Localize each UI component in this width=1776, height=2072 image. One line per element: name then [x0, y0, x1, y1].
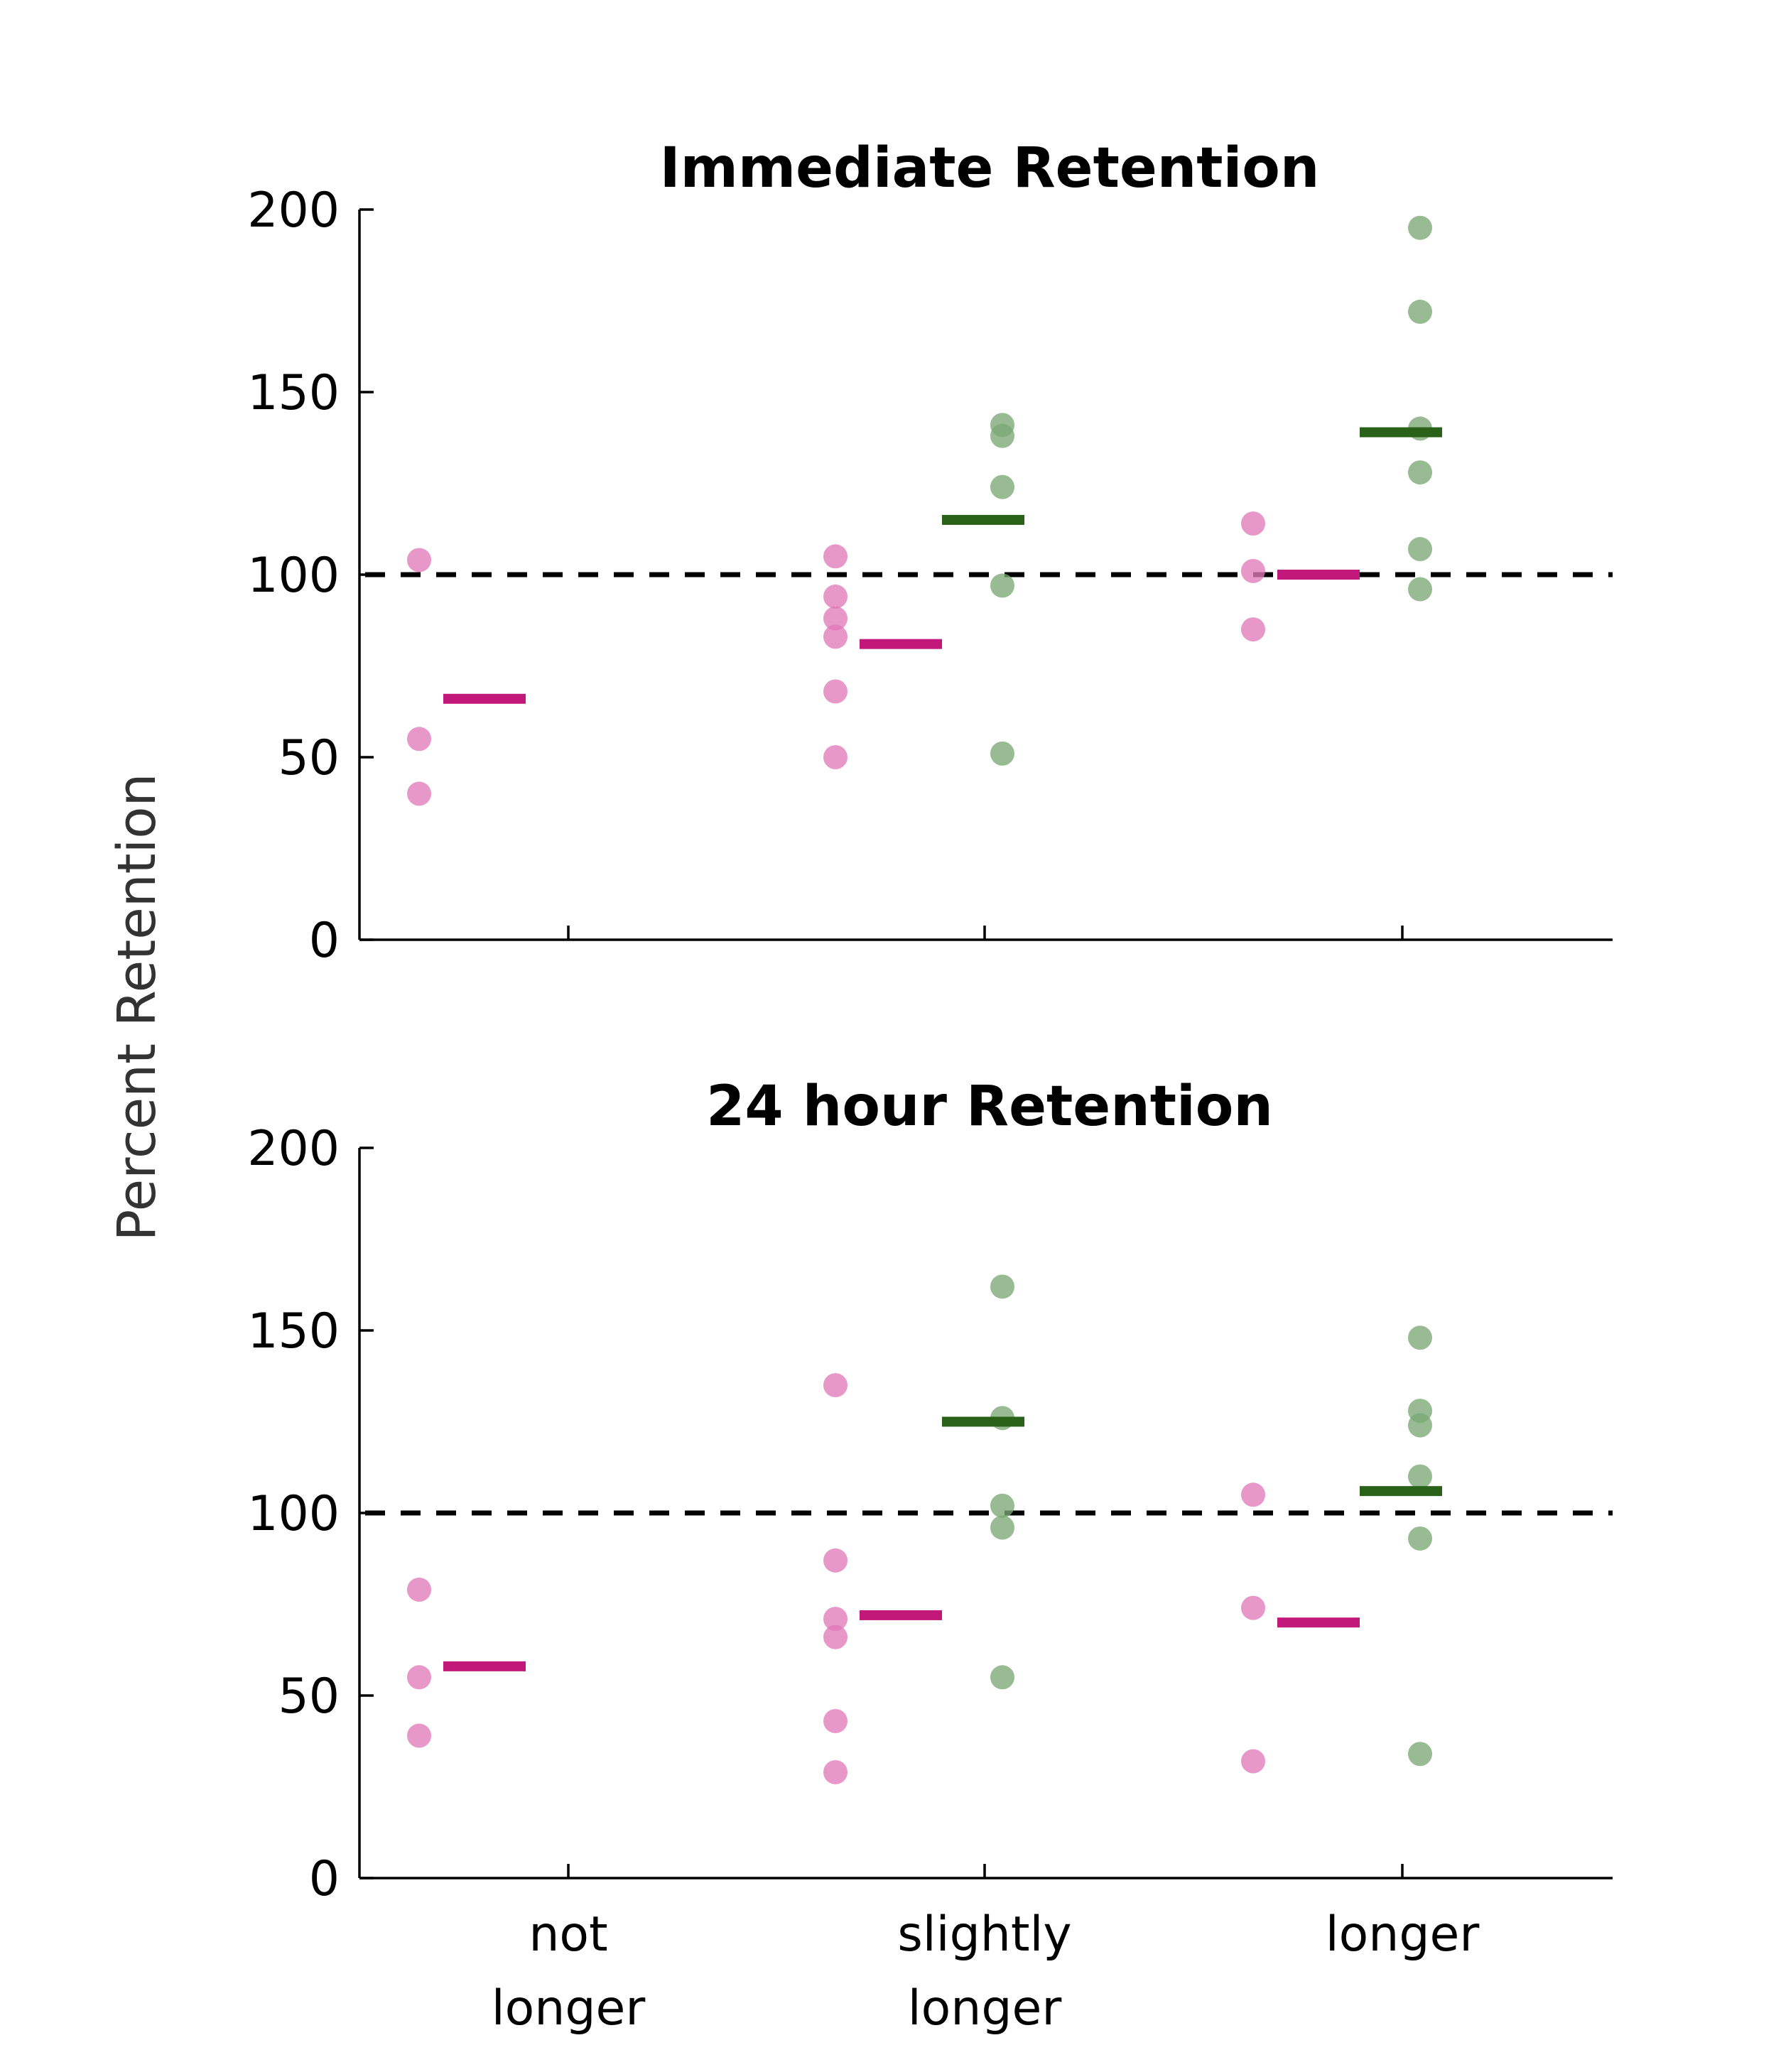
mean-bar — [860, 1610, 942, 1620]
y-tick-label: 150 — [247, 365, 340, 421]
data-point — [407, 1723, 431, 1748]
data-point — [1408, 537, 1432, 562]
mean-bar — [1360, 427, 1442, 438]
data-point — [407, 781, 431, 806]
y-tick-label: 100 — [247, 1486, 340, 1542]
data-point — [990, 1493, 1014, 1518]
y-tick-label: 0 — [309, 1851, 340, 1907]
mean-bar — [443, 693, 526, 704]
mean-bar — [443, 1661, 526, 1671]
data-point — [1241, 617, 1265, 642]
data-point — [990, 741, 1014, 766]
data-point — [823, 679, 848, 704]
y-tick-label: 100 — [247, 548, 340, 604]
x-category-label: not longer — [492, 1906, 646, 2036]
y-tick-label: 200 — [247, 183, 340, 239]
data-point — [823, 544, 848, 569]
data-point — [823, 1624, 848, 1649]
data-point — [823, 1373, 848, 1398]
data-point — [823, 584, 848, 609]
data-point — [1241, 511, 1265, 536]
data-point — [1241, 1482, 1265, 1507]
data-point — [823, 624, 848, 649]
panel-title: Immediate Retention — [660, 136, 1320, 200]
data-point — [990, 1665, 1014, 1690]
mean-bar — [1277, 1617, 1360, 1628]
y-tick-label: 0 — [309, 913, 340, 969]
data-point — [1241, 1595, 1265, 1620]
data-point — [823, 1607, 848, 1632]
panel-2: 24 hour Retention 0 50 100 150 200 — [247, 1075, 1613, 1907]
mean-bar — [942, 1416, 1024, 1427]
data-point — [1408, 1742, 1432, 1767]
data-point — [823, 1548, 848, 1573]
mean-bar — [1360, 1486, 1442, 1497]
data-point — [823, 1708, 848, 1733]
mean-bar — [942, 514, 1024, 525]
y-axis-label: Percent Retention — [107, 774, 168, 1242]
y-tick-label: 150 — [247, 1303, 340, 1360]
mean-bar — [860, 639, 942, 649]
y-tick-label: 50 — [278, 1669, 340, 1725]
data-point — [1408, 460, 1432, 485]
data-point — [1241, 1749, 1265, 1774]
data-point — [990, 423, 1014, 448]
y-tick-label: 50 — [278, 730, 340, 786]
x-category-label: slightly longer — [897, 1906, 1071, 2036]
mean-bar — [1277, 570, 1360, 580]
data-point — [990, 573, 1014, 598]
data-point — [1408, 215, 1432, 240]
data-point — [990, 474, 1014, 499]
data-point — [407, 1577, 431, 1602]
data-point — [823, 1759, 848, 1784]
panel-title: 24 hour Retention — [706, 1075, 1273, 1139]
x-category-label: longer — [1326, 1906, 1480, 1963]
data-point — [407, 727, 431, 752]
data-point — [407, 548, 431, 573]
data-point — [1408, 1413, 1432, 1438]
data-point — [823, 745, 848, 769]
data-point — [990, 1515, 1014, 1540]
data-point — [1408, 577, 1432, 602]
data-point — [1241, 558, 1265, 583]
data-point — [1408, 1464, 1432, 1489]
y-tick-label: 200 — [247, 1121, 340, 1177]
data-point — [407, 1665, 431, 1690]
data-point — [990, 1274, 1014, 1299]
data-point — [1408, 1526, 1432, 1551]
data-point — [823, 606, 848, 631]
data-point — [1408, 299, 1432, 324]
panel-1: Immediate Retention 0 50 100 150 200 — [247, 136, 1613, 969]
data-point — [1408, 1325, 1432, 1350]
